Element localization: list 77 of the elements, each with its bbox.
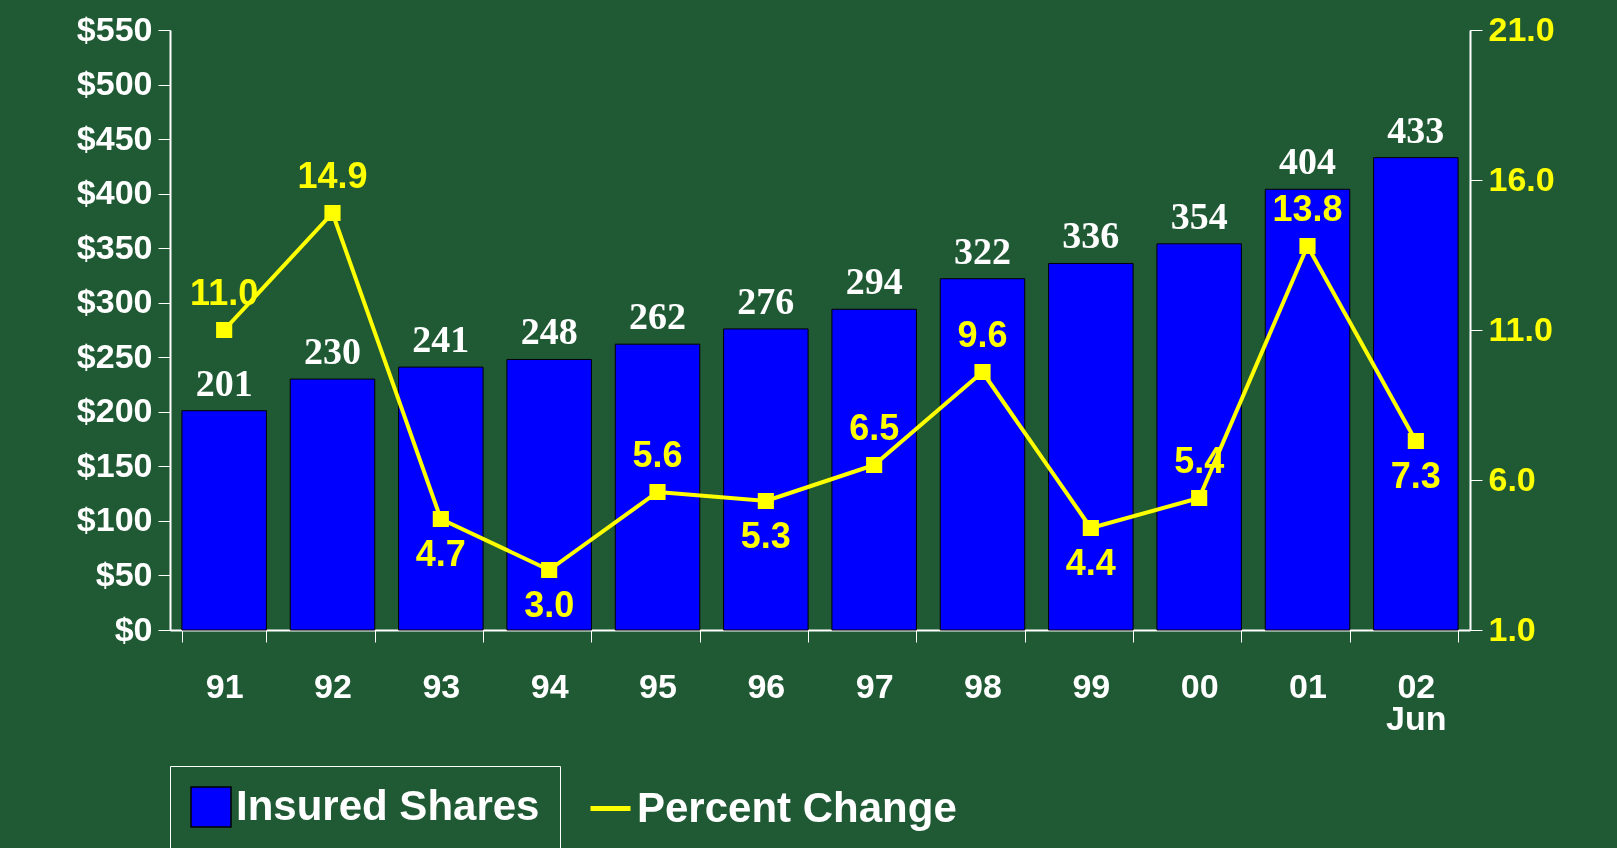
legend-label: Insured Shares [236,782,540,829]
y-tick-label: $200 [76,391,153,430]
x-tick-label: 02 Jun [1386,666,1447,737]
data-label: 201 [195,361,253,404]
point [866,456,883,474]
point [1407,432,1424,450]
x-tick-label: 91 [205,666,244,705]
data-label: 262 [629,295,686,338]
y2-tick-label: 21.0 [1488,9,1555,48]
y-tick-label: $500 [76,64,153,103]
bar [831,308,917,631]
legend-label: Percent Change [637,783,957,831]
point [974,363,991,381]
data-label: 9.6 [957,314,1008,355]
point [216,321,233,339]
point [541,561,558,579]
bar [1264,188,1351,631]
point [1191,489,1208,507]
data-label: 248 [520,310,578,353]
y-tick-label: $400 [76,173,153,212]
x-tick-label: 93 [422,666,461,705]
bar [181,410,267,631]
bar [398,366,484,631]
data-label: 336 [1062,214,1120,257]
x-tick-label: 98 [964,666,1002,705]
y-tick-label: $550 [76,9,153,48]
data-label: 322 [954,229,1011,272]
bar [614,343,701,631]
data-label: 230 [304,330,361,373]
data-label: 6.5 [849,407,900,448]
data-label: 294 [845,260,903,303]
y-tick-label: $150 [76,445,153,484]
data-label: 241 [412,318,470,361]
data-label: 4.7 [415,533,466,574]
x-tick-label: 94 [530,666,569,705]
x-tick-label: 92 [314,666,352,705]
x-tick-label: 97 [855,666,894,705]
data-label: 404 [1279,140,1336,183]
bar [1156,243,1242,631]
data-label: 4.4 [1065,542,1116,583]
y-tick-label: $50 [95,554,153,593]
y-tick-label: $350 [76,227,153,266]
data-label: 14.9 [297,155,368,196]
bar [289,378,376,631]
y2-tick-label: 1.0 [1488,609,1536,648]
bar [506,358,592,631]
y-tick-label: $100 [76,500,153,539]
bar [939,278,1026,631]
point [1082,519,1099,537]
bar [723,328,809,631]
point [324,204,341,222]
data-label: 354 [1170,194,1228,237]
point [649,483,666,501]
point [1299,237,1316,255]
y2-tick-label: 6.0 [1488,459,1536,498]
data-label: 13.8 [1272,188,1343,229]
data-label: 5.6 [632,434,683,475]
bar [1373,157,1459,631]
data-label: 276 [737,279,795,322]
y-tick-label: $300 [76,282,153,321]
bar [1048,262,1134,631]
point [757,492,774,510]
data-label: 433 [1387,108,1445,151]
data-label: 3.0 [524,584,575,625]
y-tick-label: $450 [76,118,153,157]
x-tick-label: 99 [1072,666,1111,705]
y2-tick-label: 11.0 [1488,309,1553,348]
x-tick-label: 00 [1180,666,1219,705]
x-tick-label: 95 [639,666,677,705]
x-tick-label: 01 [1289,666,1327,705]
y-tick-label: $0 [114,609,153,648]
data-label: 7.3 [1390,455,1441,496]
data-label: 5.3 [740,515,791,556]
y2-tick-label: 16.0 [1488,159,1555,198]
point [432,510,449,528]
x-tick-label: 96 [747,666,786,705]
y-tick-label: $250 [76,336,153,375]
